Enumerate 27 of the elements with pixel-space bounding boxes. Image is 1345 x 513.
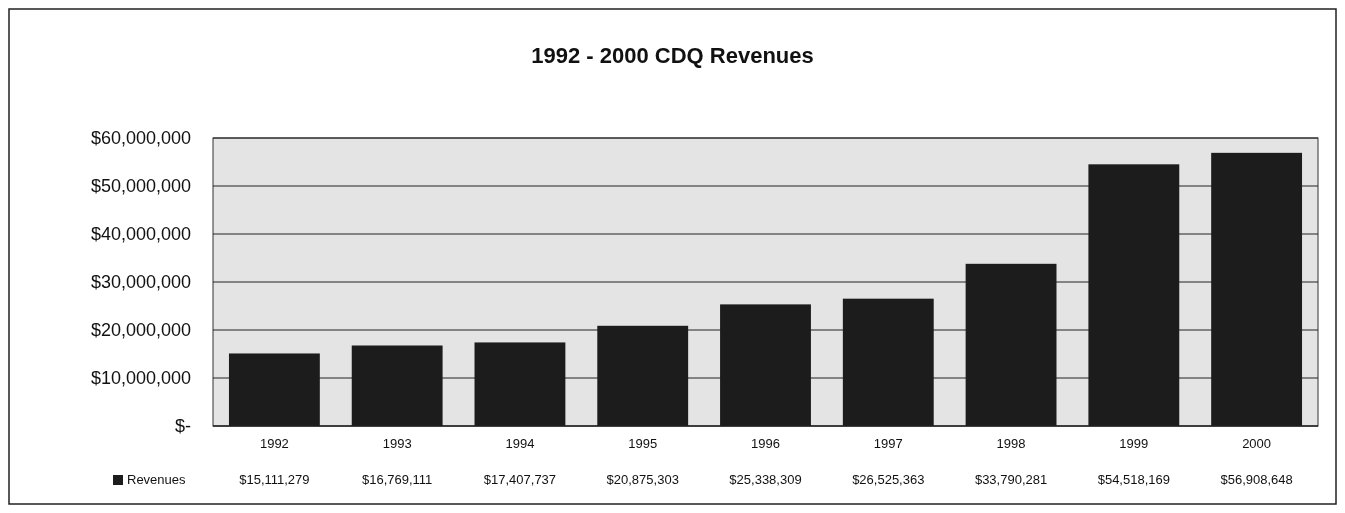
data-label: $33,790,281 (974, 472, 1048, 487)
x-tick-label: 1999 (1119, 436, 1149, 451)
y-tick-label: $50,000,000 (90, 176, 191, 197)
data-label: $56,908,648 (1220, 472, 1293, 487)
x-tick-label: 1998 (996, 436, 1026, 451)
legend-label: Revenues (127, 472, 187, 487)
data-label: $15,111,279 (239, 472, 310, 487)
chart-title: 1992 - 2000 CDQ Revenues (531, 43, 814, 68)
y-tick-label: $40,000,000 (90, 224, 191, 245)
data-label: $16,769,111 (361, 472, 433, 487)
x-tick-label: 1997 (873, 436, 903, 451)
y-tick-label: $10,000,000 (90, 368, 191, 389)
y-tick-label: $30,000,000 (90, 272, 191, 293)
x-tick-label: 1995 (628, 436, 658, 451)
data-label: $17,407,737 (483, 472, 557, 487)
x-tick-label: 1993 (382, 436, 412, 451)
x-tick-label: 1992 (259, 436, 289, 451)
data-label: $25,338,309 (729, 472, 802, 487)
data-label: $26,525,363 (852, 472, 925, 487)
y-tick-label: $20,000,000 (90, 320, 191, 341)
x-tick-label: 1994 (505, 436, 535, 451)
data-label: $54,518,169 (1097, 472, 1170, 487)
x-tick-label: 1996 (751, 436, 780, 451)
data-label: $20,875,303 (606, 472, 679, 487)
y-tick-label: $- (174, 416, 191, 437)
y-tick-label: $60,000,000 (90, 128, 191, 149)
x-tick-label: 2000 (1242, 436, 1272, 451)
